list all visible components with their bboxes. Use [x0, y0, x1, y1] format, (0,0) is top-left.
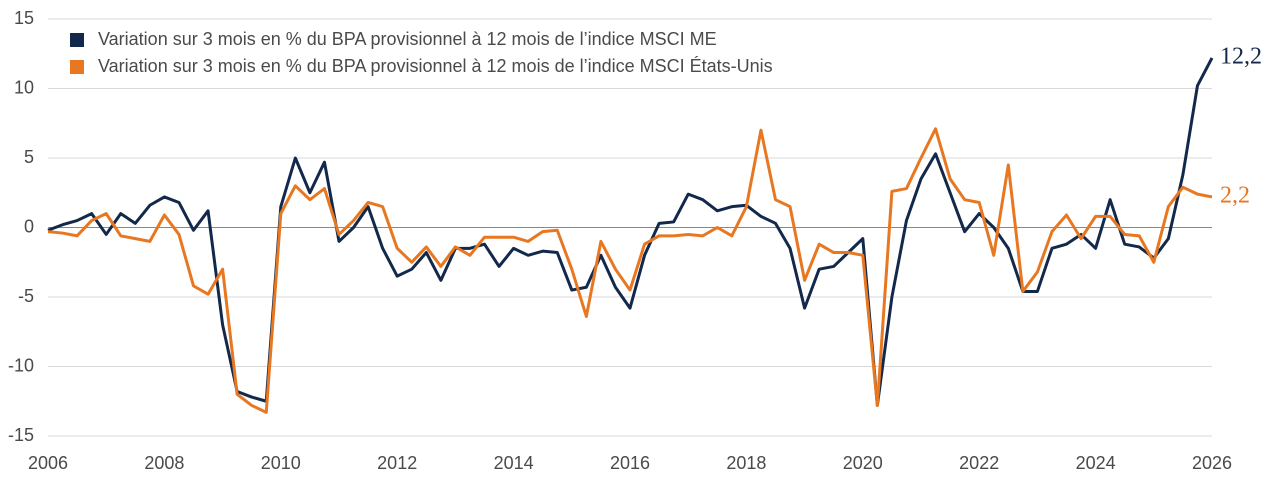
legend-label: Variation sur 3 mois en % du BPA provisi… [98, 56, 773, 76]
x-tick-label: 2006 [28, 453, 68, 473]
y-tick-label: -10 [8, 355, 34, 375]
x-tick-label: 2014 [494, 453, 534, 473]
y-tick-label: 10 [14, 77, 34, 97]
legend-swatch [70, 60, 84, 74]
x-tick-label: 2010 [261, 453, 301, 473]
x-tick-label: 2016 [610, 453, 650, 473]
x-tick-label: 2026 [1192, 453, 1232, 473]
series-line [47, 127, 1213, 414]
legend-swatch [70, 33, 84, 47]
y-tick-label: -5 [18, 286, 34, 306]
end-label: 12,2 [1220, 43, 1262, 69]
x-tick-label: 2022 [959, 453, 999, 473]
x-tick-label: 2024 [1076, 453, 1116, 473]
x-tick-label: 2020 [843, 453, 883, 473]
x-tick-label: 2008 [144, 453, 184, 473]
series-line [47, 57, 1214, 407]
end-label: 2,2 [1220, 182, 1250, 208]
y-tick-label: -15 [8, 425, 34, 445]
x-tick-label: 2012 [377, 453, 417, 473]
y-tick-label: 0 [24, 216, 34, 236]
x-tick-label: 2018 [726, 453, 766, 473]
y-tick-label: 5 [24, 147, 34, 167]
legend-label: Variation sur 3 mois en % du BPA provisi… [98, 29, 717, 49]
y-tick-label: 15 [14, 8, 34, 28]
